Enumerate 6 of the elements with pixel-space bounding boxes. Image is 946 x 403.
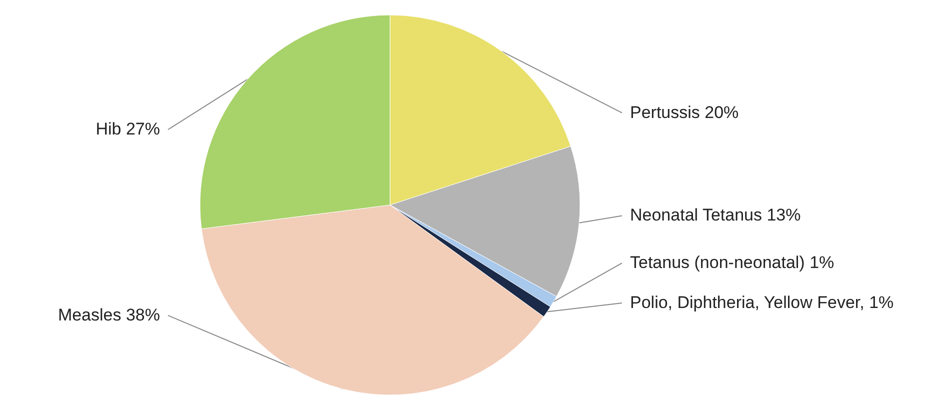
slice-label: Tetanus (non-neonatal) 1%	[630, 253, 834, 272]
slice-label: Neonatal Tetanus 13%	[630, 206, 801, 225]
slice-label: Pertussis 20%	[630, 102, 739, 122]
slice-label: Polio, Diphtheria, Yellow Fever, 1%	[630, 293, 894, 312]
slice-label: Measles 38%	[58, 305, 160, 324]
slice-label: Hib 27%	[96, 120, 160, 139]
